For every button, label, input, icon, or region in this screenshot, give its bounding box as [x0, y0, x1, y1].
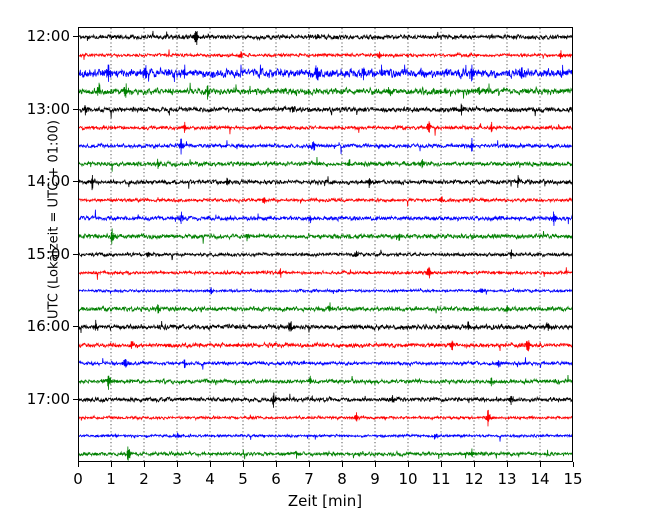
x-tick-label: 1 [106, 470, 116, 488]
seismogram-trace [79, 196, 572, 207]
y-tick-mark [73, 36, 78, 38]
y-tick-label: 14:00 [26, 172, 70, 191]
seismogram-trace [79, 175, 572, 191]
x-tick-mark [276, 462, 277, 467]
x-tick-label: 14 [530, 470, 550, 488]
x-tick-mark [573, 462, 574, 467]
seismogram-trace [79, 64, 572, 83]
plot-area [78, 27, 573, 462]
y-tick-label: 13:00 [26, 99, 70, 118]
x-tick-mark [243, 462, 244, 467]
x-tick-label: 11 [431, 470, 451, 488]
x-tick-label: 2 [139, 470, 149, 488]
seismogram-trace [79, 49, 572, 60]
seismogram-trace [79, 209, 572, 226]
x-tick-mark [342, 462, 343, 467]
x-tick-mark [177, 462, 178, 467]
trace-canvas [79, 28, 572, 461]
x-tick-label: 15 [563, 470, 583, 488]
y-tick-mark [73, 181, 78, 183]
y-tick-label: 15:00 [26, 244, 70, 263]
y-tick-mark [73, 253, 78, 255]
x-tick-mark [408, 462, 409, 467]
x-tick-label: 3 [172, 470, 182, 488]
x-tick-mark [375, 462, 376, 467]
x-tick-label: 5 [238, 470, 248, 488]
x-tick-mark [144, 462, 145, 467]
seismogram-trace [79, 319, 572, 333]
x-tick-label: 4 [205, 470, 215, 488]
y-tick-mark [73, 108, 78, 110]
x-tick-label: 12 [464, 470, 484, 488]
seismogram-trace [79, 228, 572, 245]
seismogram-trace [79, 340, 572, 352]
x-tick-label: 10 [398, 470, 418, 488]
x-tick-label: 7 [304, 470, 314, 488]
seismogram-trace [79, 82, 572, 100]
x-tick-mark [309, 462, 310, 467]
seismogram-trace [79, 302, 572, 314]
seismogram-trace [79, 30, 572, 46]
x-tick-mark [210, 462, 211, 467]
seismogram-trace [79, 432, 572, 442]
x-tick-label: 8 [337, 470, 347, 488]
x-tick-mark [507, 462, 508, 467]
seismogram-trace [79, 374, 572, 390]
seismogram-trace [79, 138, 572, 155]
y-tick-label: 12:00 [26, 27, 70, 46]
y-tick-mark [73, 398, 78, 400]
x-tick-mark [540, 462, 541, 467]
seismogram-trace [79, 103, 572, 119]
x-tick-mark [441, 462, 442, 467]
seismogram-trace [79, 409, 572, 427]
seismogram-trace [79, 287, 572, 295]
x-tick-mark [474, 462, 475, 467]
x-tick-mark [78, 462, 79, 467]
x-tick-label: 9 [370, 470, 380, 488]
x-tick-label: 6 [271, 470, 281, 488]
x-axis-label: Zeit [min] [287, 492, 363, 510]
y-tick-label: 16:00 [26, 317, 70, 336]
x-tick-label: 13 [497, 470, 517, 488]
seismogram-trace [79, 121, 572, 136]
seismogram-trace [79, 357, 572, 370]
seismogram-trace [79, 266, 572, 280]
x-tick-label: 0 [73, 470, 83, 488]
x-tick-mark [111, 462, 112, 467]
seismogram-trace [79, 446, 572, 461]
seismogram-trace [79, 156, 572, 172]
y-tick-mark [73, 326, 78, 328]
y-tick-label: 17:00 [26, 389, 70, 408]
seismogram-trace [79, 392, 572, 408]
seismogram-trace [79, 249, 572, 261]
